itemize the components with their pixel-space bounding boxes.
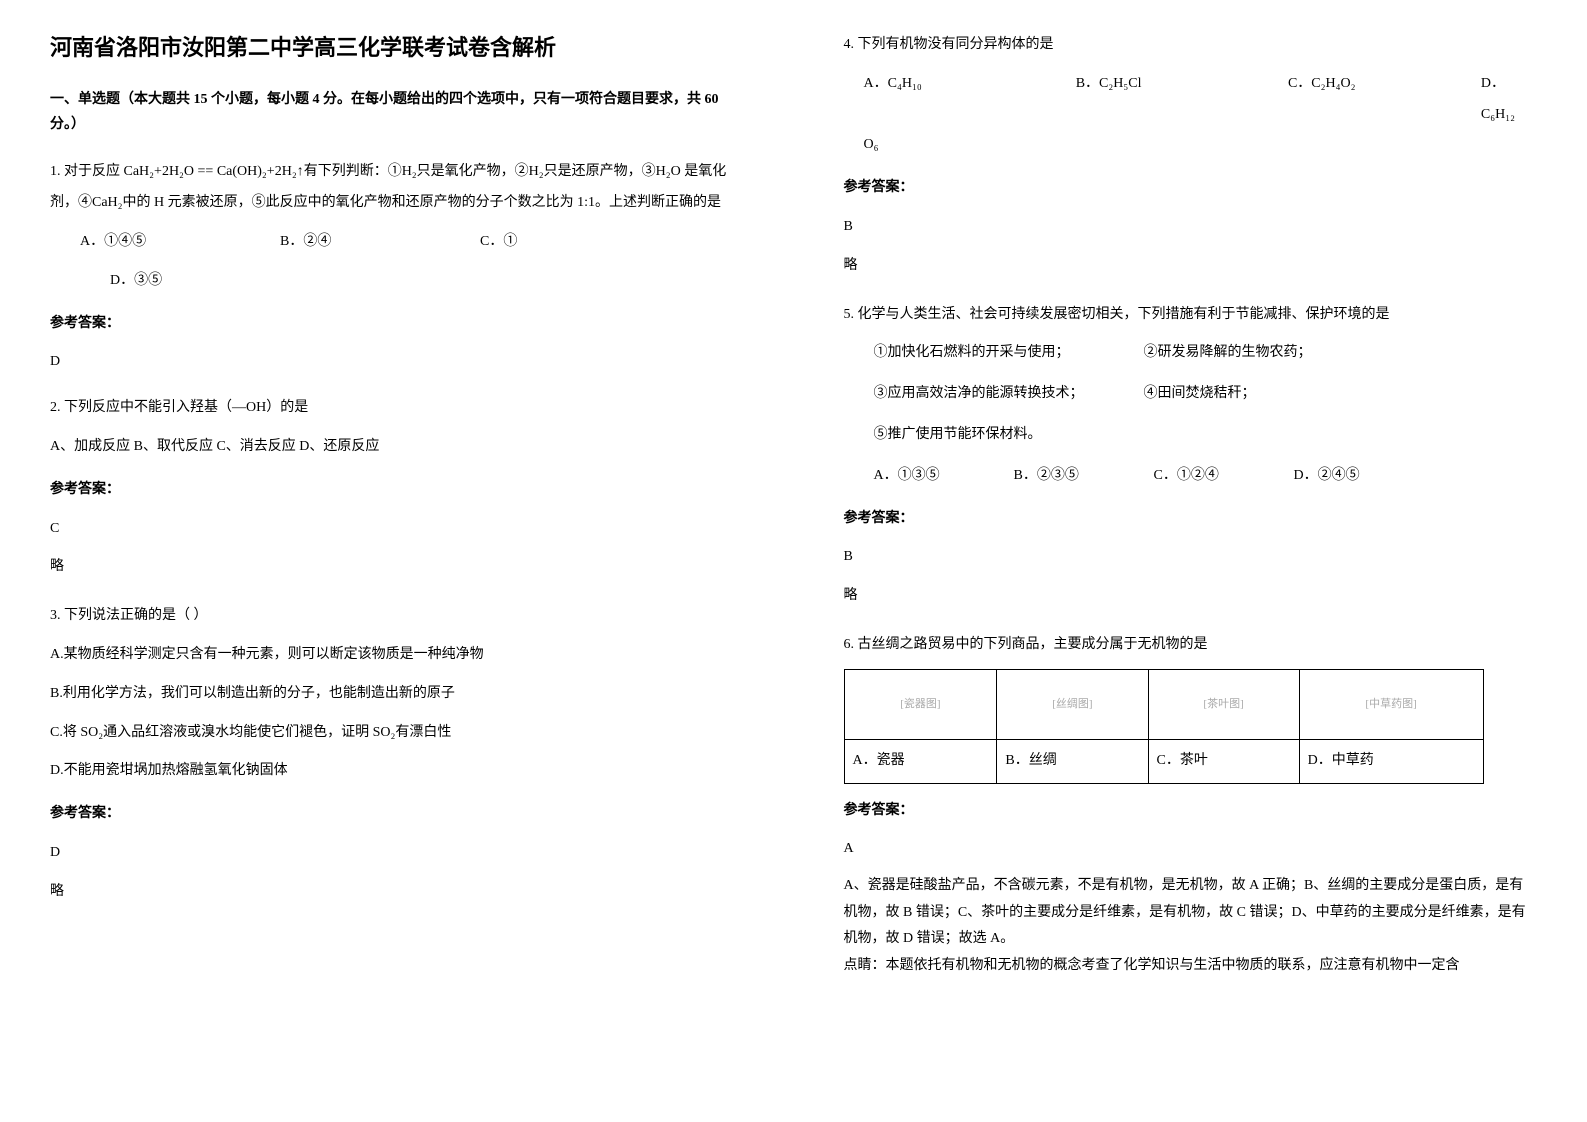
q6-image-row: [瓷器图] [丝绸图] [茶叶图] [中草药图] (844, 669, 1483, 739)
q6-tip: 点睛：本题依托有机物和无机物的概念考查了化学知识与生活中物质的联系，应注意有机物… (844, 953, 1538, 980)
q5-sub-5: ⑤推广使用节能环保材料。 (874, 420, 1042, 451)
question-1: 1. 对于反应 CaH₂+2H₂O == Ca(OH)₂+2H₂↑有下列判断：①… (50, 157, 744, 378)
q1-answer-label: 参考答案： (50, 309, 744, 340)
exam-title: 河南省洛阳市汝阳第二中学高三化学联考试卷含解析 (50, 30, 744, 62)
q4-extra-line: O₆ (864, 130, 1538, 161)
q1-option-b: B．②④ (280, 227, 480, 258)
q6-answer-label: 参考答案： (844, 796, 1538, 827)
q6-option-b: B．丝绸 (997, 739, 1148, 783)
q3-option-b: B.利用化学方法，我们可以制造出新的分子，也能制造出新的原子 (50, 679, 744, 710)
question-5: 5. 化学与人类生活、社会可持续发展密切相关，下列措施有利于节能减排、保护环境的… (844, 300, 1538, 612)
q5-option-b: B．②③⑤ (1014, 461, 1154, 492)
q1-options-row-1: A．①④⑤ B．②④ C．① (50, 227, 744, 258)
q1-option-a: A．①④⑤ (80, 227, 280, 258)
q6-text: 6. 古丝绸之路贸易中的下列商品，主要成分属于无机物的是 (844, 630, 1538, 661)
q3-answer-label: 参考答案： (50, 799, 744, 830)
q2-answer-label: 参考答案： (50, 475, 744, 506)
q5-option-d: D．②④⑤ (1294, 461, 1434, 492)
q6-option-c: C．茶叶 (1148, 739, 1299, 783)
q6-option-d: D．中草药 (1299, 739, 1483, 783)
q5-answer-label: 参考答案： (844, 504, 1538, 535)
q3-option-c: C.将 SO₂通入品红溶液或溴水均能使它们褪色，证明 SO₂有漂白性 (50, 718, 744, 749)
q6-cell-img-b: [丝绸图] (997, 669, 1148, 739)
q4-options: A．C₄H₁₀ B．C₂H₅Cl C．C₂H₄O₂ D．C₆H₁₂ (864, 69, 1538, 131)
herb-image: [中草药图] (1308, 677, 1475, 732)
q4-option-a: A．C₄H₁₀ (864, 69, 1076, 131)
q2-text: 2. 下列反应中不能引入羟基（—OH）的是 (50, 393, 744, 424)
q3-option-a: A.某物质经科学测定只含有一种元素，则可以断定该物质是一种纯净物 (50, 640, 744, 671)
q5-answer: B (844, 542, 1538, 573)
q2-answer: C (50, 514, 744, 545)
q6-answer: A (844, 834, 1538, 865)
q5-sub-row-2: ③应用高效洁净的能源转换技术； ④田间焚烧秸秆； (874, 379, 1538, 410)
q1-options-row-2: D．③⑤ (50, 266, 744, 297)
q3-answer: D (50, 838, 744, 869)
question-3: 3. 下列说法正确的是（ ） A.某物质经科学测定只含有一种元素，则可以断定该物… (50, 601, 744, 907)
q4-text: 4. 下列有机物没有同分异构体的是 (844, 30, 1538, 61)
q5-option-c: C．①②④ (1154, 461, 1294, 492)
q2-note: 略 (50, 552, 744, 583)
q6-cell-img-d: [中草药图] (1299, 669, 1483, 739)
q1-answer: D (50, 347, 744, 378)
left-column: 河南省洛阳市汝阳第二中学高三化学联考试卷含解析 一、单选题（本大题共 15 个小… (0, 30, 794, 1092)
q5-sub-3: ③应用高效洁净的能源转换技术； (874, 379, 1144, 410)
q4-note: 略 (844, 251, 1538, 282)
q5-sub-row-3: ⑤推广使用节能环保材料。 (874, 420, 1538, 451)
question-2: 2. 下列反应中不能引入羟基（—OH）的是 A、加成反应 B、取代反应 C、消去… (50, 393, 744, 583)
q4-option-c: C．C₂H₄O₂ (1288, 69, 1481, 131)
q5-options: A．①③⑤ B．②③⑤ C．①②④ D．②④⑤ (874, 461, 1538, 492)
q5-sub-row-1: ①加快化石燃料的开采与使用； ②研发易降解的生物农药； (874, 338, 1538, 369)
q3-text: 3. 下列说法正确的是（ ） (50, 601, 744, 632)
q5-sub-1: ①加快化石燃料的开采与使用； (874, 338, 1144, 369)
q5-sub-4: ④田间焚烧秸秆； (1144, 379, 1256, 410)
q4-answer-label: 参考答案： (844, 173, 1538, 204)
q6-cell-img-c: [茶叶图] (1148, 669, 1299, 739)
q1-option-c: C．① (480, 227, 620, 258)
q6-explanation: A、瓷器是硅酸盐产品，不含碳元素，不是有机物，是无机物，故 A 正确；B、丝绸的… (844, 873, 1538, 953)
q1-text: 1. 对于反应 CaH₂+2H₂O == Ca(OH)₂+2H₂↑有下列判断：①… (50, 157, 744, 219)
q5-sub-2: ②研发易降解的生物农药； (1144, 338, 1312, 369)
q1-option-d: D．③⑤ (110, 266, 162, 297)
q4-answer: B (844, 212, 1538, 243)
q5-option-a: A．①③⑤ (874, 461, 1014, 492)
q5-note: 略 (844, 581, 1538, 612)
right-column: 4. 下列有机物没有同分异构体的是 A．C₄H₁₀ B．C₂H₅Cl C．C₂H… (794, 30, 1587, 1092)
q4-option-b: B．C₂H₅Cl (1076, 69, 1288, 131)
q3-note: 略 (50, 877, 744, 908)
porcelain-image: [瓷器图] (853, 677, 989, 732)
q6-table: [瓷器图] [丝绸图] [茶叶图] [中草药图] A．瓷器 B．丝绸 C．茶叶 … (844, 669, 1484, 784)
q2-options: A、加成反应 B、取代反应 C、消去反应 D、还原反应 (50, 432, 744, 463)
question-6: 6. 古丝绸之路贸易中的下列商品，主要成分属于无机物的是 [瓷器图] [丝绸图]… (844, 630, 1538, 980)
question-4: 4. 下列有机物没有同分异构体的是 A．C₄H₁₀ B．C₂H₅Cl C．C₂H… (844, 30, 1538, 282)
q6-cell-img-a: [瓷器图] (844, 669, 997, 739)
silk-image: [丝绸图] (1005, 677, 1139, 732)
q4-option-d: D．C₆H₁₂ (1481, 69, 1537, 131)
q3-option-d: D.不能用瓷坩埚加热熔融氢氧化钠固体 (50, 756, 744, 787)
q5-text: 5. 化学与人类生活、社会可持续发展密切相关，下列措施有利于节能减排、保护环境的… (844, 300, 1538, 331)
tea-image: [茶叶图] (1157, 677, 1291, 732)
q6-label-row: A．瓷器 B．丝绸 C．茶叶 D．中草药 (844, 739, 1483, 783)
section-1-heading: 一、单选题（本大题共 15 个小题，每小题 4 分。在每小题给出的四个选项中，只… (50, 87, 744, 137)
q6-option-a: A．瓷器 (844, 739, 997, 783)
